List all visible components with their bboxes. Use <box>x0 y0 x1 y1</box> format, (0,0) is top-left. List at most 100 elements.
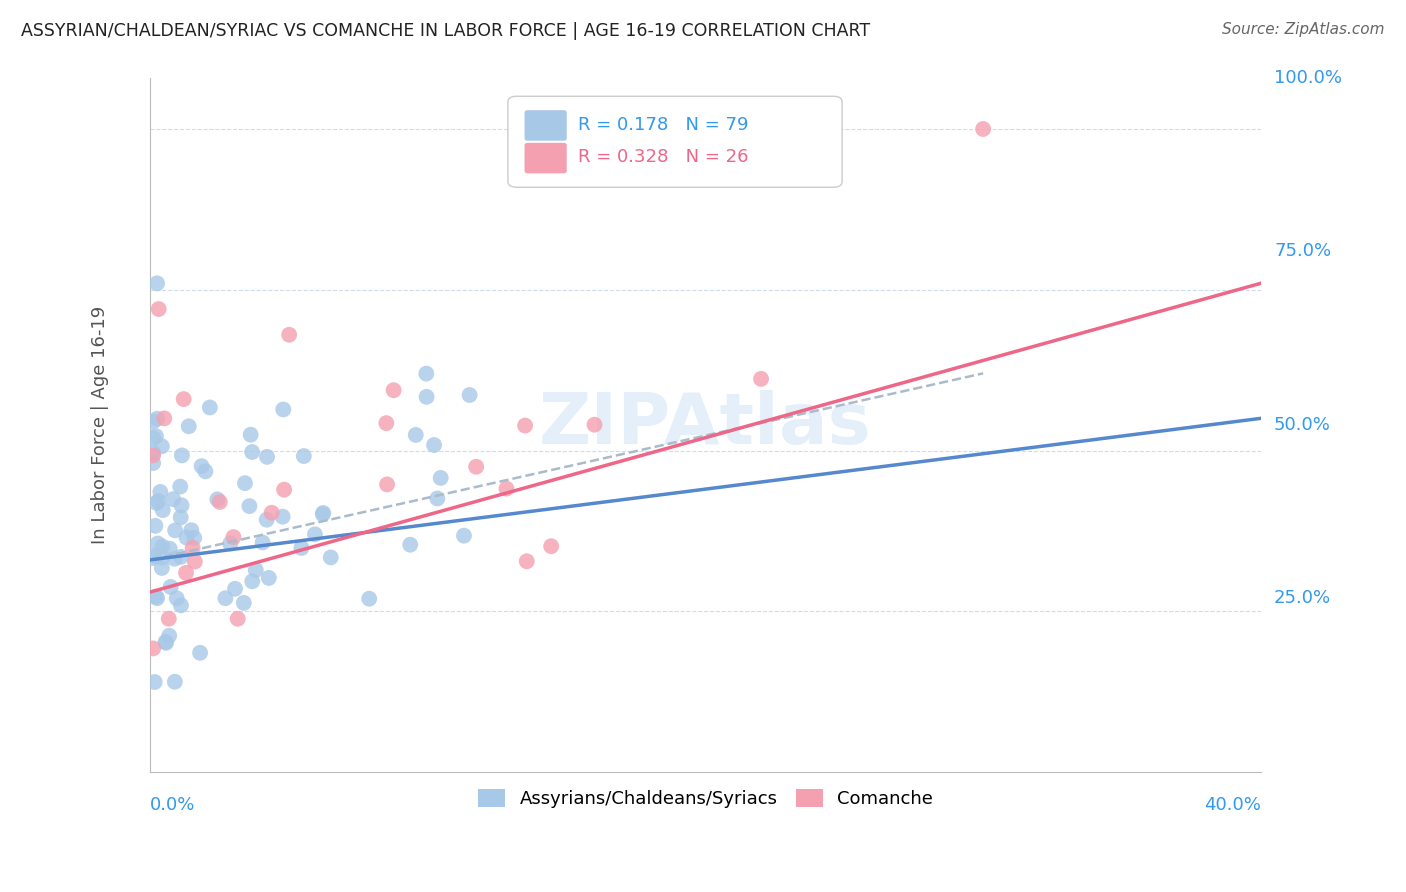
Point <box>170 599 193 613</box>
Point <box>273 483 295 497</box>
Point <box>207 492 229 507</box>
Point <box>177 419 200 434</box>
Point <box>159 580 181 594</box>
Point <box>150 439 173 453</box>
Point <box>382 383 405 397</box>
Point <box>749 372 772 386</box>
Point <box>233 476 256 491</box>
Point <box>152 540 174 554</box>
Text: ASSYRIAN/CHALDEAN/SYRIAC VS COMANCHE IN LABOR FORCE | AGE 16-19 CORRELATION CHAR: ASSYRIAN/CHALDEAN/SYRIAC VS COMANCHE IN … <box>21 22 870 40</box>
Point <box>142 445 165 459</box>
FancyBboxPatch shape <box>508 96 842 187</box>
Point <box>142 448 165 462</box>
Point <box>142 549 165 563</box>
Point <box>290 541 312 555</box>
Point <box>583 417 606 432</box>
Point <box>252 535 274 549</box>
Point <box>149 484 172 499</box>
Point <box>516 554 538 568</box>
Point <box>180 523 202 537</box>
Point <box>240 574 263 589</box>
Point <box>214 591 236 606</box>
Point <box>157 629 180 643</box>
Point <box>429 471 451 485</box>
Point <box>256 450 278 464</box>
Point <box>972 122 994 136</box>
Point <box>375 477 398 491</box>
Point <box>146 591 169 606</box>
Point <box>271 402 294 417</box>
Point <box>153 411 176 425</box>
Point <box>257 571 280 585</box>
Point <box>146 277 169 291</box>
Point <box>256 513 278 527</box>
Point <box>312 506 335 520</box>
Point <box>142 456 165 470</box>
Point <box>166 591 188 606</box>
Point <box>162 492 184 507</box>
Point <box>219 536 242 550</box>
Point <box>184 555 207 569</box>
Point <box>495 482 517 496</box>
Point <box>174 566 197 580</box>
Point <box>359 591 381 606</box>
Point <box>260 506 283 520</box>
Text: 75.0%: 75.0% <box>1274 242 1331 260</box>
Point <box>143 675 166 690</box>
Text: R = 0.178   N = 79: R = 0.178 N = 79 <box>578 116 748 134</box>
Point <box>513 418 536 433</box>
Point <box>415 390 437 404</box>
Point <box>169 479 191 493</box>
Point <box>148 301 170 316</box>
Point <box>245 563 267 577</box>
Text: R = 0.328   N = 26: R = 0.328 N = 26 <box>578 148 748 167</box>
Point <box>224 582 246 596</box>
Text: In Labor Force | Age 16-19: In Labor Force | Age 16-19 <box>91 306 110 544</box>
Point <box>426 491 449 506</box>
Point <box>159 541 181 556</box>
Point <box>170 499 193 513</box>
Point <box>238 499 260 513</box>
Point <box>165 524 187 538</box>
Point <box>163 551 186 566</box>
Point <box>405 428 427 442</box>
Text: Source: ZipAtlas.com: Source: ZipAtlas.com <box>1222 22 1385 37</box>
Text: 40.0%: 40.0% <box>1204 797 1261 814</box>
Text: ZIPAtlas: ZIPAtlas <box>540 391 872 459</box>
Point <box>415 367 437 381</box>
Point <box>142 431 165 445</box>
Point <box>304 527 326 541</box>
Point <box>142 415 165 429</box>
Text: 100.0%: 100.0% <box>1274 69 1343 87</box>
Point <box>208 495 231 509</box>
FancyBboxPatch shape <box>524 111 567 141</box>
Point <box>142 551 165 566</box>
Point <box>399 538 422 552</box>
Point <box>292 449 315 463</box>
Point <box>155 636 177 650</box>
Point <box>319 550 342 565</box>
Point <box>226 612 249 626</box>
Point <box>453 529 475 543</box>
Point <box>312 508 335 522</box>
Point <box>239 427 262 442</box>
Point <box>170 510 193 524</box>
Point <box>173 392 195 406</box>
Point <box>190 459 212 474</box>
FancyBboxPatch shape <box>524 143 567 173</box>
Point <box>145 518 167 533</box>
Point <box>157 612 180 626</box>
Point <box>240 445 263 459</box>
Point <box>183 531 205 545</box>
Text: 0.0%: 0.0% <box>150 797 195 814</box>
Text: 25.0%: 25.0% <box>1274 590 1331 607</box>
Point <box>271 509 294 524</box>
Point <box>181 541 204 555</box>
Point <box>423 438 446 452</box>
Point <box>145 496 167 510</box>
Point <box>142 641 165 656</box>
Point <box>194 464 217 478</box>
Point <box>155 635 177 649</box>
Point <box>170 549 193 564</box>
Point <box>152 550 174 565</box>
